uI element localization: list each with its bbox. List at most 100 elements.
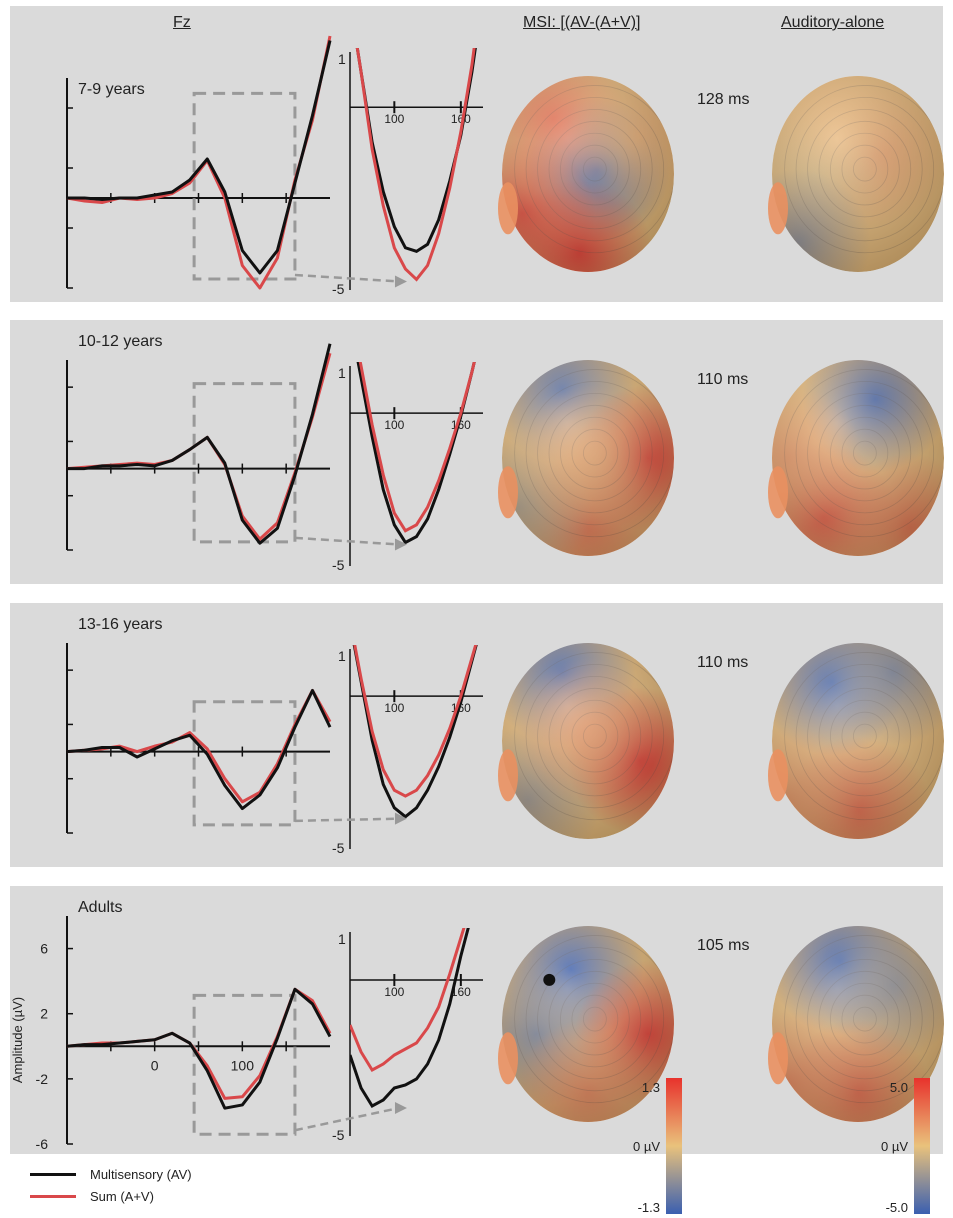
colorbar-max-label: 1.3 — [642, 1080, 660, 1095]
auditory-colorbar: 5.0 0 µV -5.0 — [881, 1078, 930, 1215]
zoom-arrow-head — [394, 275, 407, 288]
msi-colorbar: 1.3 0 µV -1.3 — [633, 1078, 682, 1215]
legend-item-multisensory: Multisensory (AV) — [30, 1167, 192, 1182]
header-fz: Fz — [173, 14, 191, 31]
inset-y-tick-label: -5 — [332, 557, 345, 573]
inset-series-line-sum — [355, 48, 476, 282]
inset-x-tick-label: 100 — [384, 418, 404, 432]
inset-y-tick-label: 1 — [338, 648, 346, 664]
electrode-marker — [543, 973, 556, 986]
head-surface — [502, 926, 674, 1122]
inset-x-tick-label: 100 — [384, 985, 404, 999]
inset-y-tick-label: -5 — [332, 281, 345, 297]
head-surface — [502, 643, 674, 839]
x-tick-label: 100 — [231, 1057, 255, 1073]
head-ear — [498, 749, 518, 802]
legend-label-multisensory: Multisensory (AV) — [90, 1167, 192, 1182]
inset-x-tick-label: 100 — [384, 701, 404, 715]
colorbar — [666, 1078, 682, 1214]
colorbar — [914, 1078, 930, 1214]
legend-label-sum: Sum (A+V) — [90, 1189, 154, 1204]
legend-swatch-multisensory — [30, 1173, 76, 1176]
head-shade — [502, 643, 674, 839]
head-surface — [502, 360, 674, 556]
head-shade — [502, 360, 674, 556]
colorbar-mid-label: 0 µV — [881, 1139, 908, 1154]
zoom-arrow — [294, 817, 399, 823]
head-ear — [498, 182, 518, 235]
panel-1: 7-9 years 1 -5 100 160 128 ms — [10, 6, 944, 302]
msi-head-map — [498, 926, 674, 1122]
inset-series-line-sum — [358, 362, 476, 533]
inset-y-tick-label: 1 — [338, 365, 346, 381]
inset-series-line-av — [352, 645, 478, 819]
head-shade — [502, 76, 674, 272]
zoom-box — [192, 382, 297, 544]
inset-series-line-sum — [353, 645, 478, 798]
latency-label: 110 ms — [697, 654, 748, 671]
head-shade — [772, 76, 944, 272]
head-shade — [772, 360, 944, 556]
age-group-label: 10-12 years — [78, 333, 163, 350]
inset-y-tick-label: 1 — [338, 931, 346, 947]
head-ear — [768, 466, 788, 519]
panel-4: Adults 1 -5 100 160 105 ms — [10, 886, 944, 1154]
zoom-box — [192, 700, 297, 827]
head-surface — [772, 76, 944, 272]
header-auditory-alone: Auditory-alone — [781, 14, 885, 31]
head-ear — [768, 1032, 788, 1085]
legend-item-sum: Sum (A+V) — [30, 1189, 154, 1204]
head-ear — [768, 182, 788, 235]
age-group-label: 7-9 years — [78, 81, 145, 98]
legend-swatch-sum — [30, 1195, 76, 1198]
y-tick-label: 2 — [40, 1006, 48, 1022]
inset-series-line-av — [350, 928, 470, 1108]
colorbar-min-label: -1.3 — [638, 1200, 660, 1215]
zoom-box — [192, 993, 297, 1136]
zoom-arrow-head — [394, 538, 407, 551]
inset-x-tick-label: 160 — [451, 112, 471, 126]
inset-y-tick-label: 1 — [338, 51, 346, 67]
y-tick-label: -6 — [36, 1136, 49, 1152]
latency-label: 110 ms — [697, 371, 748, 388]
head-shade — [772, 926, 944, 1122]
inset-series-line-sum — [350, 928, 466, 1072]
colorbar-min-label: -5.0 — [886, 1200, 908, 1215]
colorbar-mid-label: 0 µV — [633, 1139, 660, 1154]
zoom-arrow — [294, 1106, 400, 1132]
latency-label: 105 ms — [697, 937, 749, 954]
x-tick-label: 0 — [151, 1057, 159, 1073]
head-surface — [502, 76, 674, 272]
series-line-av — [66, 987, 332, 1110]
age-group-label: Adults — [78, 899, 122, 916]
y-tick-label: 6 — [40, 941, 48, 957]
header-msi: MSI: [(AV-(A+V)] — [523, 14, 641, 31]
head-shade — [772, 643, 944, 839]
inset-x-tick-label: 160 — [451, 985, 471, 999]
msi-head-map — [498, 76, 674, 272]
inset-x-tick-label: 100 — [384, 112, 404, 126]
series-line-av — [66, 689, 332, 811]
zoom-arrow-head — [394, 812, 407, 825]
zoom-arrow — [294, 536, 400, 546]
head-ear — [498, 466, 518, 519]
latency-label: 128 ms — [697, 91, 749, 108]
head-ear — [768, 749, 788, 802]
zoom-arrow — [294, 273, 400, 283]
msi-head-map — [498, 360, 674, 556]
msi-head-map — [498, 643, 674, 839]
inset-y-tick-label: -5 — [332, 1127, 345, 1143]
head-ear — [498, 1032, 518, 1085]
colorbar-max-label: 5.0 — [890, 1080, 908, 1095]
auditory-head-map — [768, 76, 944, 272]
y-tick-label: -2 — [36, 1071, 49, 1087]
age-group-label: 13-16 years — [78, 616, 163, 633]
inset-y-tick-label: -5 — [332, 840, 345, 856]
head-shade — [502, 926, 674, 1122]
zoom-arrow-head — [394, 1102, 407, 1114]
series-line-av — [67, 343, 332, 545]
series-line-av — [67, 40, 332, 275]
